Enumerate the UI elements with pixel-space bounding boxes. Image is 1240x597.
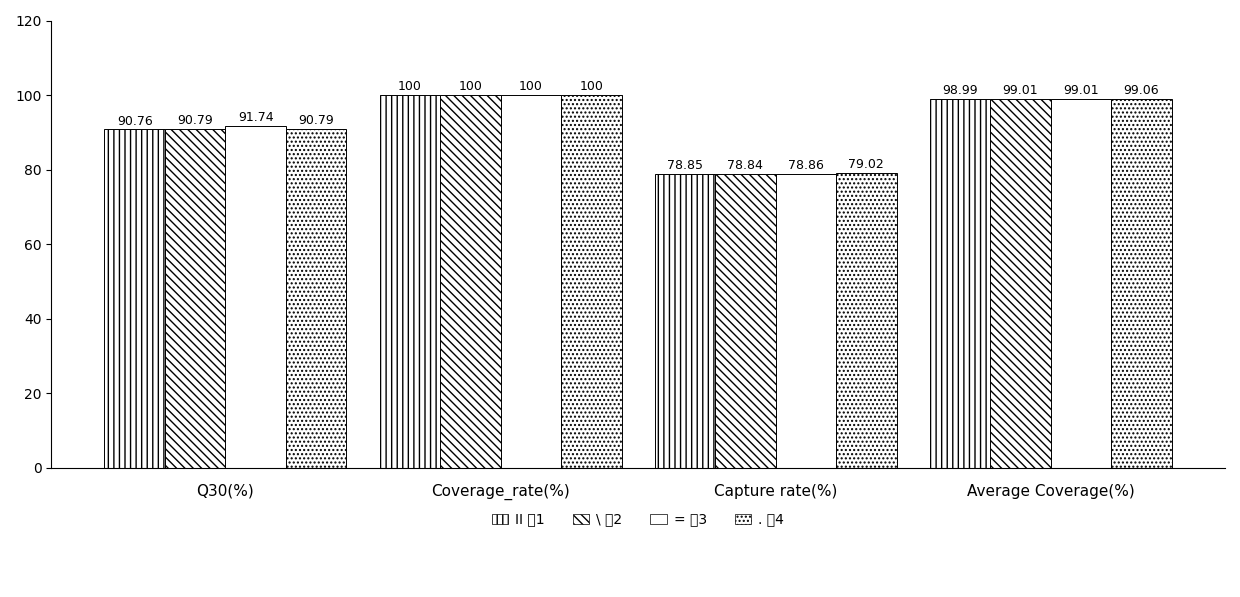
Bar [1111,99,1172,467]
Text: 98.99: 98.99 [942,84,977,97]
Text: 78.86: 78.86 [787,159,823,172]
Bar [990,99,1050,467]
Bar [501,95,560,467]
Bar [165,130,226,467]
Text: 78.85: 78.85 [667,159,703,172]
Text: 100: 100 [459,80,482,93]
Bar [715,174,775,467]
Bar [655,174,715,467]
Bar [104,130,165,467]
Text: 99.01: 99.01 [1063,84,1099,97]
Bar [560,95,621,467]
Bar [836,173,897,467]
Bar [440,95,501,467]
Text: 79.02: 79.02 [848,158,884,171]
Bar [930,99,990,467]
Text: 100: 100 [579,80,603,93]
Text: 90.79: 90.79 [177,115,213,128]
Text: 78.84: 78.84 [728,159,764,172]
Text: 90.79: 90.79 [299,115,334,128]
Text: 100: 100 [398,80,422,93]
Text: 100: 100 [518,80,543,93]
Bar [226,126,286,467]
Bar [775,174,836,467]
Text: 99.01: 99.01 [1003,84,1038,97]
Text: 91.74: 91.74 [238,111,274,124]
Bar [286,130,346,467]
Bar [379,95,440,467]
Bar [1050,99,1111,467]
Text: 90.76: 90.76 [117,115,153,128]
Legend: II 例1, \ 例2, = 例3, . 例4: II 例1, \ 例2, = 例3, . 例4 [486,507,790,533]
Text: 99.06: 99.06 [1123,84,1159,97]
